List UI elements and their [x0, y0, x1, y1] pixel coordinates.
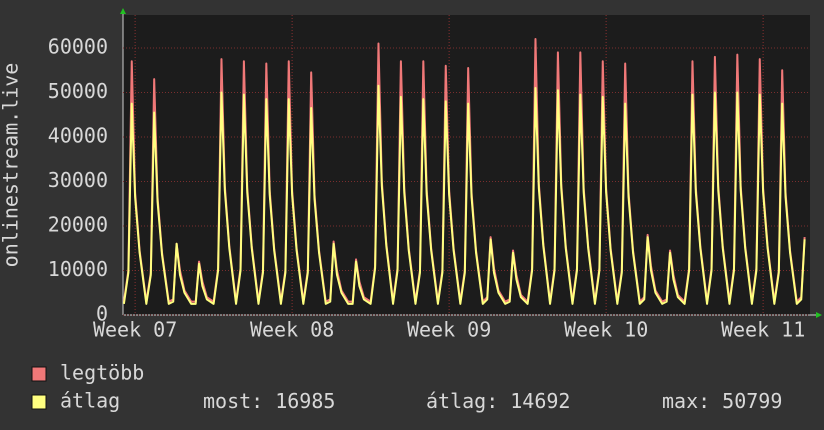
x-tick-label: Week 09: [407, 318, 491, 342]
y-tick-label: 10000: [48, 257, 108, 281]
x-tick-label: Week 11: [721, 318, 805, 342]
stat-label: max:: [662, 389, 710, 413]
y-tick-label: 20000: [48, 212, 108, 236]
stat: max: 50799: [662, 389, 782, 413]
x-axis-arrow: [816, 312, 822, 318]
legend-swatch: [31, 394, 47, 410]
stat: most: 16985: [203, 389, 335, 413]
stat-label: most:: [203, 389, 263, 413]
y-axis-label: onlinestream.live: [0, 63, 23, 268]
stat: átlag: 14692: [426, 389, 570, 413]
legend-label: legtöbb: [60, 361, 144, 385]
y-tick-label: 40000: [48, 123, 108, 147]
x-tick-label: Week 08: [250, 318, 334, 342]
legend: legtöbb átlag most: 16985 átlag: 14692 max: 507…: [31, 361, 782, 413]
stat-value: 14692: [510, 389, 570, 413]
legend-swatch: [31, 366, 47, 382]
lines: [122, 38, 806, 305]
labels: 0 10000 20000 30000 40000 50000 60000 Week 07 We…: [48, 34, 805, 341]
stat-value: 16985: [275, 389, 335, 413]
y-tick-label: 0: [96, 302, 108, 326]
series-line: [122, 84, 806, 305]
x-tick-label: Week 10: [564, 318, 648, 342]
y-tick-label: 50000: [48, 79, 108, 103]
legend-label: átlag: [60, 389, 120, 413]
y-axis-arrow: [120, 8, 126, 14]
stat-label: átlag:: [426, 389, 498, 413]
y-tick-label: 60000: [48, 34, 108, 58]
y-tick-label: 30000: [48, 168, 108, 192]
x-tick-label: Week 07: [93, 318, 177, 342]
stat-value: 50799: [722, 389, 782, 413]
